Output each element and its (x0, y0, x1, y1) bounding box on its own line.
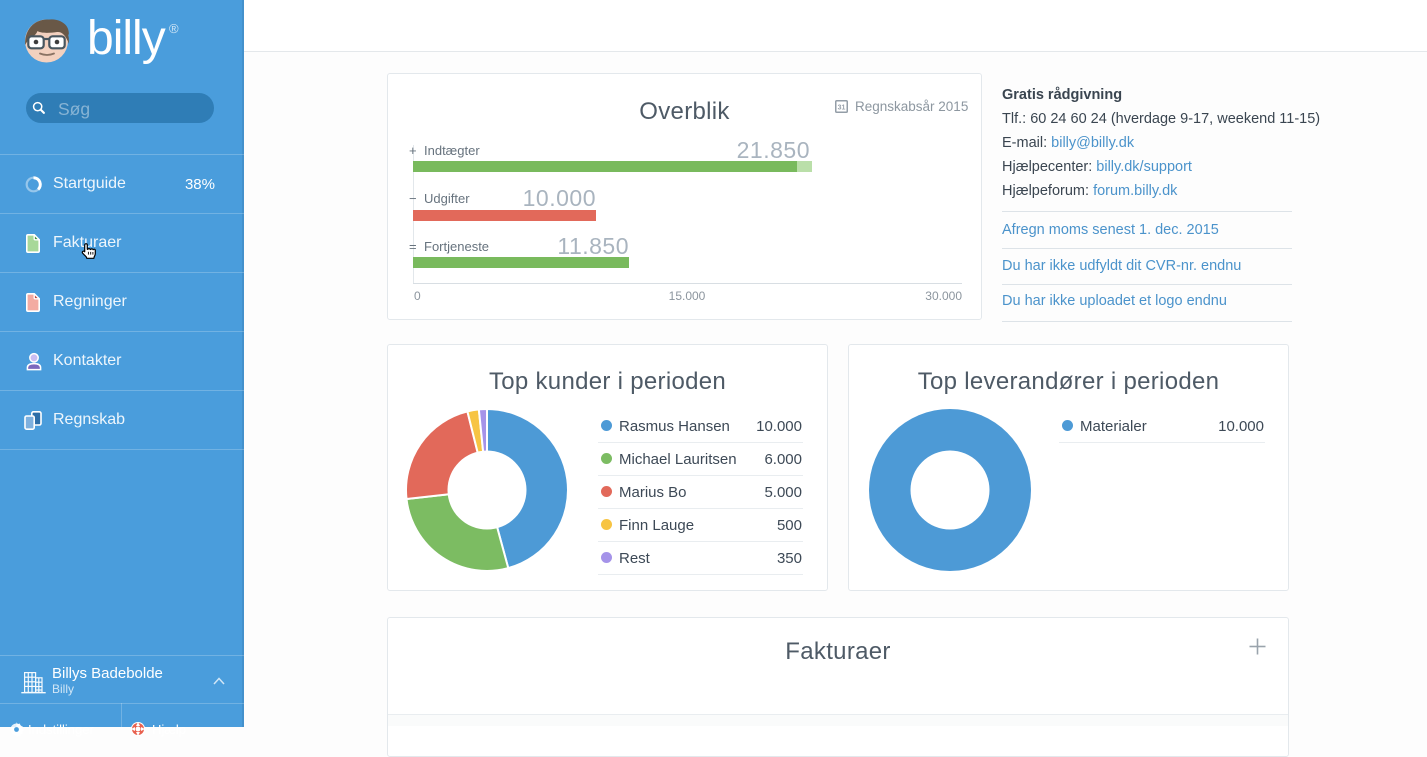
svg-text:31: 31 (838, 104, 846, 111)
